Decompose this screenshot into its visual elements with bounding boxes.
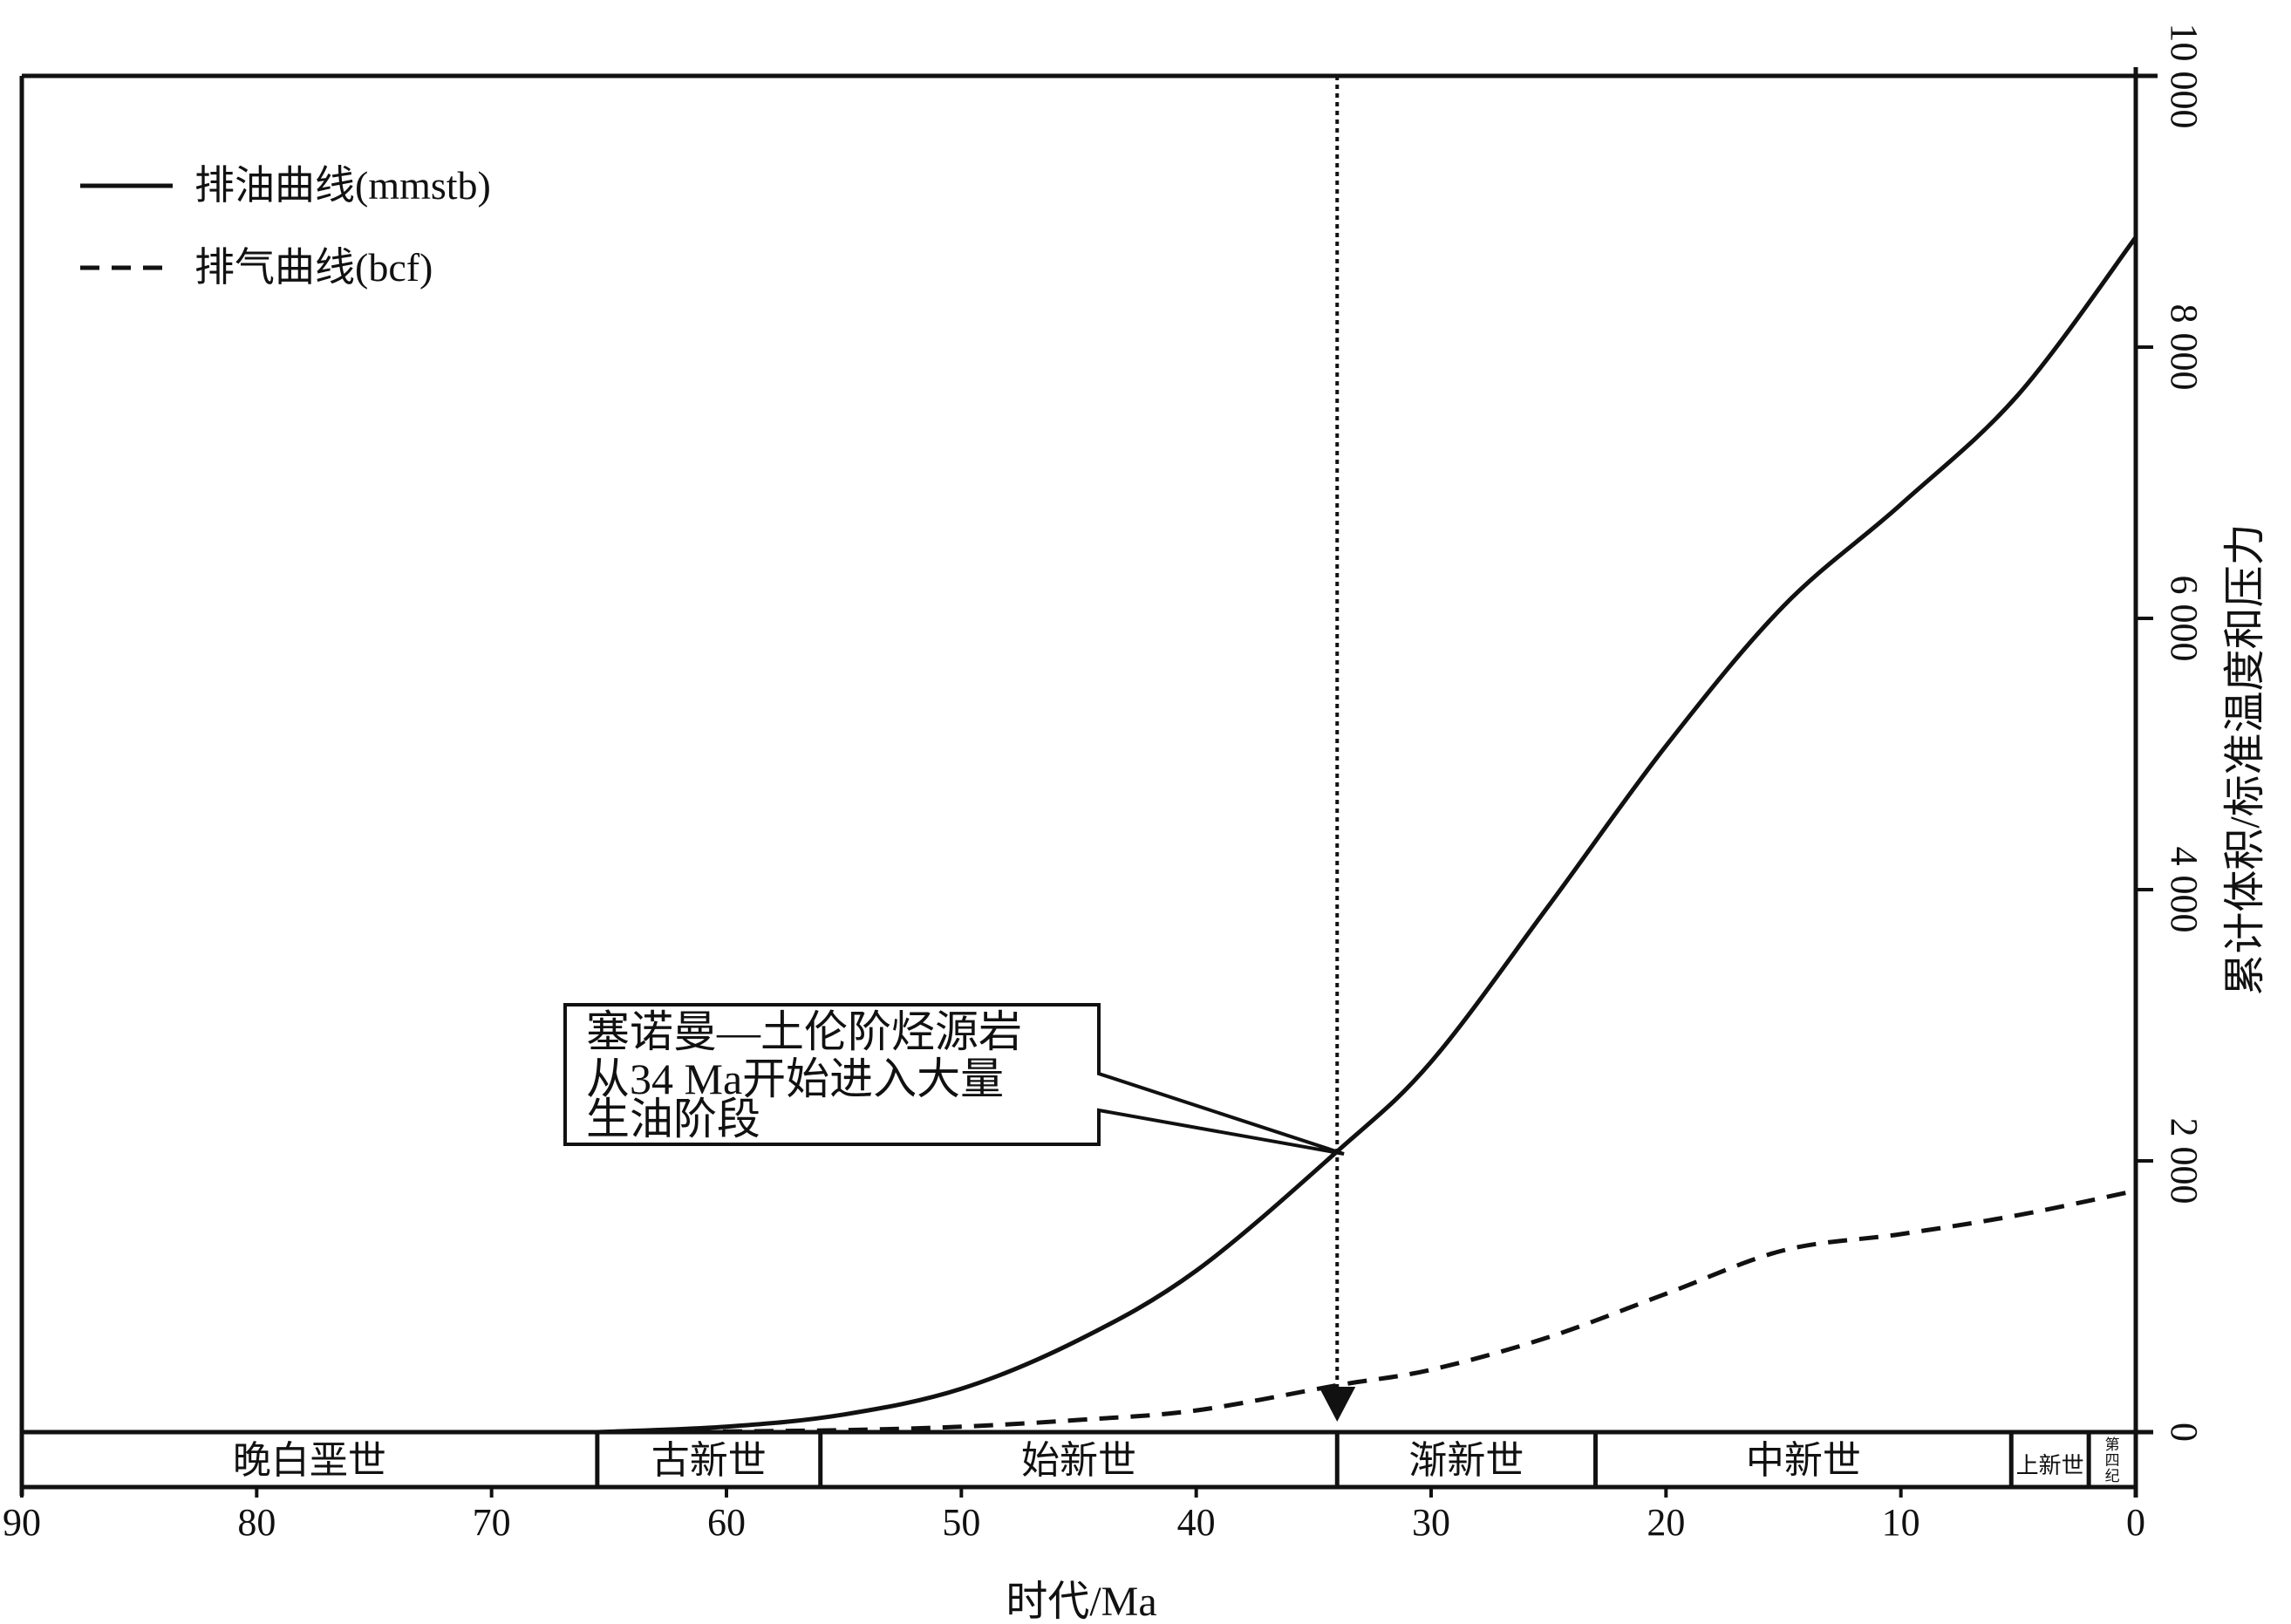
x-axis: 90 80 70 60 50 40 30 20 10 0: [3, 1487, 2145, 1544]
y-axis-label: 累计体积/标准温度和压力: [2222, 523, 2268, 995]
legend-label-oil: 排油曲线(mmstb): [194, 163, 491, 208]
epoch-label-char: 纪: [2105, 1468, 2120, 1484]
x-tick-label: 70: [473, 1501, 511, 1544]
x-tick-label: 20: [1647, 1501, 1685, 1544]
epoch-label-char: 第: [2105, 1436, 2120, 1453]
legend: 排油曲线(mmstb) 排气曲线(bcf): [80, 163, 491, 290]
epoch-label: 晚白垩世: [233, 1439, 386, 1482]
epoch-label: 渐新世: [1408, 1439, 1524, 1482]
y-tick-label: 2 000: [2163, 1118, 2206, 1204]
y-tick-label: 6 000: [2163, 576, 2206, 662]
callout-box: [563, 1003, 1345, 1156]
callout-line-2: 从34 Ma开始进入大量: [586, 1054, 1004, 1103]
marker-arrow-icon: [1319, 1387, 1356, 1422]
oil-expulsion-curve: [597, 235, 2138, 1435]
callout-line-1: 塞诺曼—土伦阶烃源岩: [586, 1007, 1022, 1056]
x-tick-label: 0: [2126, 1501, 2145, 1544]
callout-line-3: 生油阶段: [586, 1095, 760, 1143]
epoch-label: 始新世: [1021, 1439, 1136, 1482]
series-group: [597, 76, 2138, 1435]
y-tick-label: 4 000: [2163, 847, 2206, 933]
x-tick-label: 90: [3, 1501, 41, 1544]
gas-expulsion-curve: [597, 1188, 2137, 1435]
x-tick-label: 80: [237, 1501, 276, 1544]
annotation-callout: 塞诺曼—土伦阶烃源岩 从34 Ma开始进入大量 生油阶段: [563, 1003, 1345, 1156]
x-tick-label: 10: [1882, 1501, 1920, 1544]
x-tick-label: 60: [707, 1501, 746, 1544]
plot-frame: [19, 67, 2158, 1498]
y-tick-label: 0: [2163, 1423, 2206, 1442]
y-tick-label: 8 000: [2163, 304, 2206, 391]
epoch-label-char: 四: [2105, 1452, 2120, 1469]
legend-label-gas: 排气曲线(bcf): [194, 245, 433, 290]
y-tick-label: 10 000: [2163, 24, 2206, 129]
x-tick-label: 40: [1177, 1501, 1216, 1544]
x-axis-label: 时代/Ma: [1006, 1579, 1156, 1624]
epoch-label: 上新世: [2016, 1453, 2084, 1478]
epoch-label: 中新世: [1746, 1439, 1861, 1482]
x-tick-label: 50: [942, 1501, 980, 1544]
y-axis: 0 2 000 4 000 6 000 8 000 10 000: [2136, 24, 2206, 1442]
epoch-bar: 晚白垩世 古新世 始新世 渐新世 中新世 上新世 第四纪: [233, 1432, 2120, 1487]
epoch-label: 古新世: [651, 1439, 767, 1482]
x-tick-label: 30: [1412, 1501, 1450, 1544]
